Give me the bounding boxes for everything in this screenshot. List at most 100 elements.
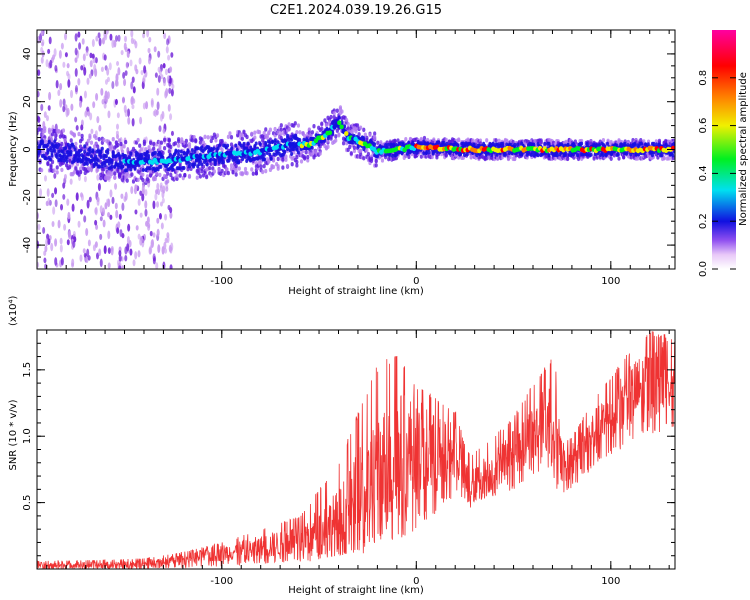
spectrogram-cell — [41, 39, 45, 46]
spectrogram-cell — [74, 166, 78, 171]
snr-y-tick-label: 1.5 — [22, 362, 33, 378]
spectrogram-cell — [120, 49, 124, 56]
spectrogram-cell — [175, 173, 179, 178]
spectrogram-cell — [156, 217, 160, 224]
spectrogram-cell — [47, 48, 51, 54]
spectrogram-cell — [65, 108, 69, 118]
spectrogram-cell — [96, 158, 100, 163]
spectrogram-cell — [672, 141, 675, 146]
spectrogram-cell — [601, 137, 606, 143]
spectrogram-cell — [142, 139, 146, 144]
spectrogram-cell — [147, 47, 151, 54]
spectrogram-cell — [205, 174, 209, 180]
spectrogram-cell — [354, 129, 358, 134]
spectrogram-cell — [99, 258, 103, 268]
spectrogram-cell — [158, 144, 162, 149]
spectrogram-cell — [295, 154, 299, 160]
spectrogram-cell — [326, 144, 330, 150]
spectrogram-cell — [106, 67, 110, 76]
spectrogram-cell — [73, 158, 77, 163]
spectrogram-cell — [144, 153, 148, 158]
spectrogram-cell — [158, 125, 162, 132]
colorbar-ticks: 0.0 0.2 0.4 0.6 0.8 — [698, 70, 736, 277]
spectrogram-cell — [116, 112, 120, 119]
spectrogram-y-tick-label: 40 — [22, 48, 33, 61]
spectrogram-cell — [55, 155, 59, 160]
spectrogram-cell — [132, 259, 136, 267]
spectrogram-cell — [241, 157, 245, 162]
spectrogram-cell — [152, 200, 156, 210]
spectrogram-cell — [222, 160, 226, 165]
spectrogram-cell — [139, 238, 143, 246]
spectrogram-cell — [496, 156, 500, 161]
spectrogram-cell — [131, 76, 135, 83]
spectrogram-cell — [87, 239, 91, 247]
spectrogram-cell — [157, 244, 161, 254]
spectrogram-cell — [68, 165, 72, 170]
spectrogram-cell — [592, 156, 596, 161]
spectrogram-cell — [271, 158, 276, 163]
spectrogram-cell — [259, 164, 263, 169]
spectrogram-cell — [206, 135, 210, 140]
spectrogram-cell — [170, 88, 174, 97]
spectrogram-cell — [130, 81, 134, 90]
spectrogram-cell — [97, 182, 101, 192]
spectrogram-cell — [133, 166, 137, 171]
spectrogram-cell — [153, 150, 157, 155]
spectrogram-cell — [129, 151, 133, 156]
spectrogram-cell — [163, 137, 167, 143]
spectrogram-cell — [139, 116, 143, 125]
spectrogram-cell — [89, 60, 93, 68]
spectrogram-cell — [169, 211, 173, 219]
spectrogram-cell — [457, 138, 461, 143]
spectrogram-cell — [144, 200, 148, 209]
spectrogram-cell — [98, 248, 102, 257]
spectrogram-cell — [114, 35, 118, 42]
spectrogram-cell — [374, 163, 378, 168]
spectrogram-cell — [99, 172, 103, 177]
spectrogram-cell — [272, 152, 276, 157]
spectrogram-cell — [251, 171, 255, 176]
spectrogram-cell — [276, 140, 280, 145]
spectrogram-cell — [167, 54, 171, 61]
spectrogram-cell — [45, 238, 49, 247]
spectrogram-cell — [155, 189, 159, 195]
spectrogram-cell — [102, 219, 106, 228]
spectrogram-cell — [118, 213, 122, 220]
spectrogram-cell — [119, 229, 123, 237]
spectrogram-cell — [217, 143, 221, 148]
spectrogram-cell — [77, 31, 81, 38]
spectrogram-cell — [60, 42, 64, 50]
snr-y-tick-label: 0.5 — [22, 495, 33, 511]
spectrogram-axes: -100 0 100 -40 -20 0 20 40 — [22, 29, 675, 287]
spectrogram-cell — [82, 53, 86, 62]
spectrogram-cell — [296, 150, 300, 155]
spectrogram-cell — [111, 39, 115, 49]
spectrogram-cell — [268, 152, 272, 157]
snr-series-line — [37, 330, 675, 569]
spectrogram-cell — [72, 133, 76, 138]
spectrogram-cell — [110, 160, 114, 165]
spectrogram-cell — [162, 185, 166, 194]
spectrogram-cell — [329, 114, 333, 120]
spectrogram-cell — [117, 138, 122, 143]
spectrogram-cell — [138, 143, 142, 148]
spectrogram-cell — [444, 137, 448, 143]
spectrogram-cell — [54, 238, 58, 247]
spectrogram-cell — [253, 135, 257, 140]
spectrogram-cell — [139, 190, 143, 196]
spectrogram-cell — [126, 108, 130, 117]
spectrogram-cell — [634, 152, 638, 157]
spectrogram-cell — [94, 57, 98, 64]
spectrogram-cell — [156, 201, 160, 208]
spectrogram-cell — [141, 193, 145, 202]
spectrogram-cell — [71, 203, 75, 212]
snr-x-tick-label: -100 — [210, 576, 233, 587]
snr-x-tick-label: 0 — [413, 576, 419, 587]
spectrogram-cell — [62, 193, 66, 200]
spectrogram-cell — [234, 143, 238, 148]
spectrogram-cell — [137, 198, 141, 206]
spectrogram-cell — [80, 136, 84, 142]
